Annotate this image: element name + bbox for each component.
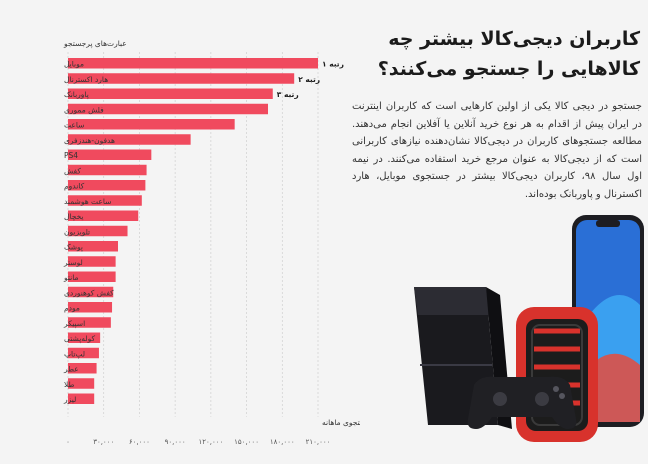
page-title-line-1: کاربران دیجی‌کالا بیشتر چه	[388, 28, 640, 50]
x-tick-label-2: ۶۰,۰۰۰	[129, 438, 150, 446]
category-label-7: کفش	[64, 166, 81, 175]
category-label-8: کاندوم	[64, 182, 85, 191]
bar-12	[68, 241, 118, 252]
bar-3	[68, 103, 268, 115]
bar-6	[68, 149, 152, 160]
bar-20	[68, 363, 97, 374]
x-tick-label-5: ۱۵۰,۰۰۰	[234, 438, 259, 446]
products-illustration	[414, 215, 644, 442]
category-label-6: PS4	[64, 151, 78, 160]
bar-2	[68, 88, 273, 99]
search-terms-chart: عبارت‌های پرجستجو موبایل هارد اکسترنال پاور…	[63, 39, 360, 446]
category-label-3: فلش مموری	[64, 105, 104, 114]
y-axis-title: عبارت‌های پرجستجو	[63, 39, 127, 48]
x-axis-title: تعداد جستجوی ماهانه	[322, 418, 360, 427]
bar-9	[68, 195, 142, 206]
page-title-line-2: کالاهایی را جستجو می‌کنند؟	[377, 58, 640, 80]
bar-10	[68, 210, 139, 221]
rank-label-1: رتبه ۲	[298, 75, 320, 84]
article-header: کاربران دیجی‌کالا بیشتر چه کالاهایی را ج…	[355, 24, 640, 84]
category-label-18: کوله‌پشتی	[64, 334, 95, 343]
category-label-5: هدفون-هندزفری	[64, 136, 115, 145]
category-label-4: ساعت	[64, 121, 84, 130]
category-label-12: پوشک	[64, 243, 83, 252]
x-tick-label-0: ۰	[66, 438, 70, 446]
bar-5	[68, 134, 191, 145]
x-tick-label-7: ۲۱۰,۰۰۰	[306, 438, 331, 446]
category-label-21: طلا	[64, 380, 74, 389]
article-paragraph: جستجو در دیجی کالا یکی از اولین کارهایی …	[352, 101, 642, 200]
category-label-11: تلویزیون	[64, 227, 90, 236]
bar-13	[68, 256, 116, 267]
rank-label-0: رتبه ۱	[322, 60, 344, 69]
game-controller-icon	[467, 376, 577, 429]
category-label-14: مانتو	[63, 273, 79, 282]
category-label-2: پاوربانک	[64, 90, 89, 99]
category-label-15: کفش کوهنوردی	[64, 288, 114, 297]
category-label-10: یخچال	[64, 212, 84, 221]
category-label-20: عطر	[63, 365, 79, 374]
bar-14	[68, 271, 116, 282]
bar-17	[68, 317, 111, 328]
category-label-19: لپ‌تاپ	[64, 349, 85, 358]
category-label-9: ساعت هوشمند	[64, 197, 111, 206]
bar-16	[68, 302, 113, 313]
bar-21	[68, 378, 95, 389]
x-tick-label-1: ۳۰,۰۰۰	[93, 438, 114, 446]
category-label-13: لوستر	[63, 258, 83, 267]
bar-7	[68, 164, 147, 176]
bar-1	[68, 73, 295, 84]
bar-4	[68, 119, 235, 130]
bar-chart-svg: عبارت‌های پرجستجو موبایل هارد اکسترنال پاور…	[63, 39, 360, 446]
bar-22	[68, 393, 95, 404]
rank-label-2: رتبه ۳	[277, 90, 299, 99]
bar-8	[68, 180, 146, 191]
bar-0	[68, 58, 318, 69]
category-label-0: موبایل	[64, 60, 84, 69]
bar-11	[68, 225, 128, 237]
category-label-16: مودم	[64, 304, 80, 313]
bar-15	[68, 286, 114, 298]
x-tick-label-6: ۱۸۰,۰۰۰	[270, 438, 295, 446]
category-label-1: هارد اکسترنال	[64, 75, 108, 84]
category-label-22: لیزر	[63, 395, 76, 404]
x-tick-label-4: ۱۲۰,۰۰۰	[198, 438, 223, 446]
bar-18	[68, 332, 101, 343]
bar-19	[68, 347, 99, 359]
x-tick-label-3: ۹۰,۰۰۰	[165, 438, 186, 446]
category-label-17: اسپیکر	[63, 319, 85, 328]
